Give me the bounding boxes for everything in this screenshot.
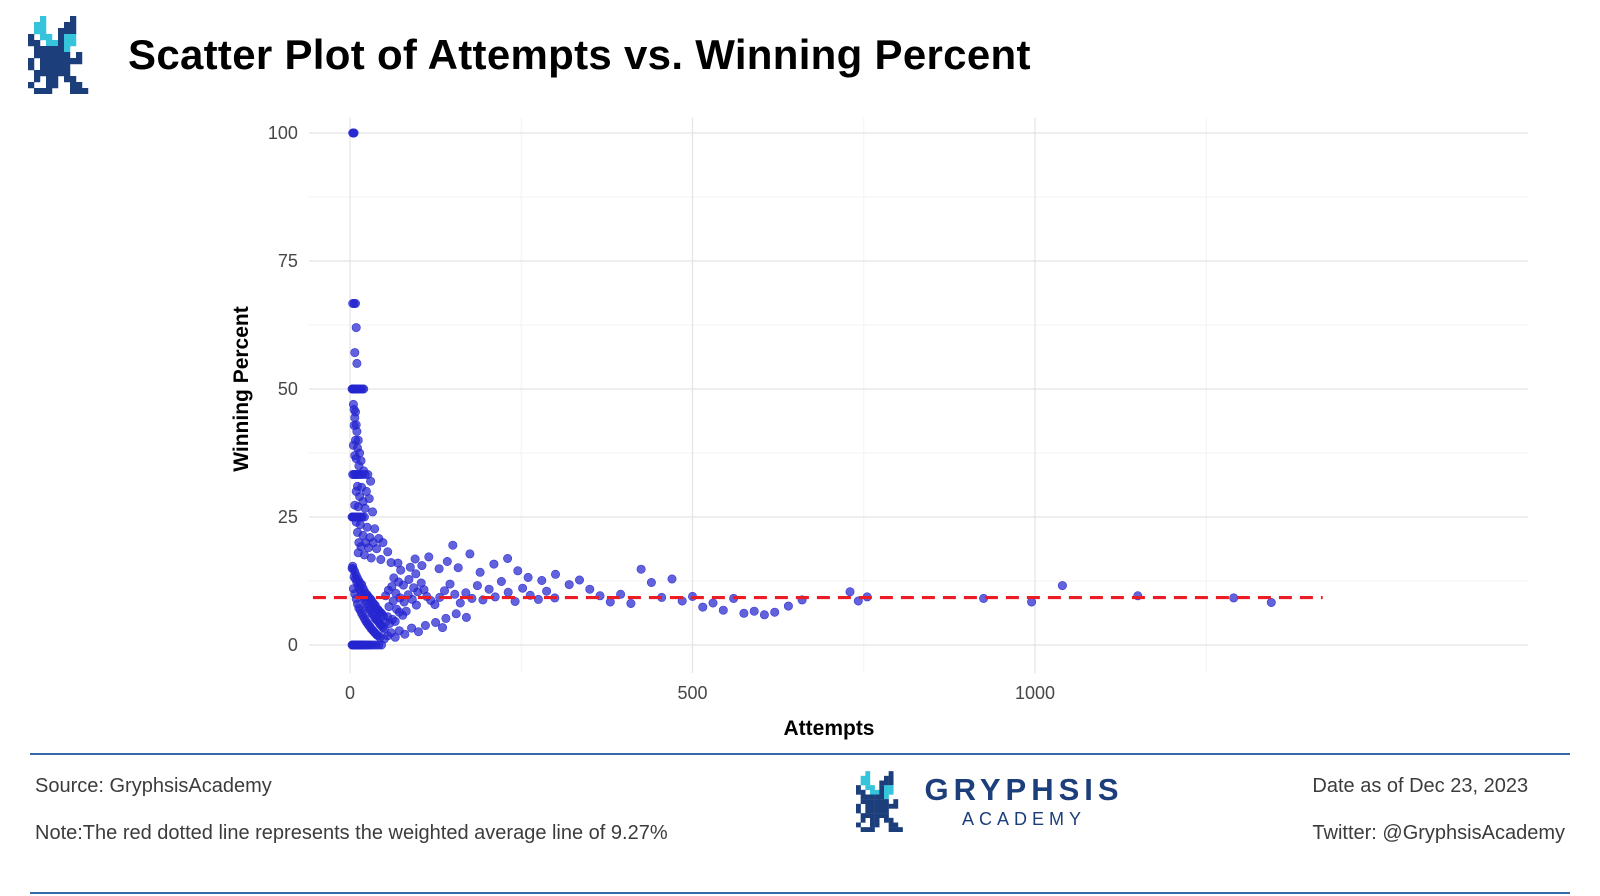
page-title: Scatter Plot of Attempts vs. Winning Per… — [128, 30, 1031, 78]
svg-text:100: 100 — [268, 123, 298, 143]
svg-text:0: 0 — [288, 635, 298, 655]
gryphsis-logo-icon — [28, 15, 89, 94]
brand-name: GRYPHSIS — [924, 771, 1124, 807]
x-axis-title: Attempts — [783, 717, 874, 740]
footer-content: Source: GryphsisAcademy Note:The red dot… — [0, 755, 1600, 845]
gryphsis-logo-icon — [856, 771, 904, 832]
note-text: Note:The red dotted line represents the … — [35, 822, 668, 844]
svg-text:500: 500 — [677, 683, 707, 703]
date-text: Date as of Dec 23, 2023 — [1312, 775, 1529, 797]
twitter-text: Twitter: @GryphsisAcademy — [1312, 822, 1565, 844]
footer-divider — [30, 753, 1570, 755]
brand-subtitle: ACADEMY — [962, 808, 1087, 829]
footer-right: Date as of Dec 23, 2023 Twitter: @Gryphs… — [1312, 771, 1565, 845]
y-axis-title: Winning Percent — [230, 306, 253, 472]
brand-text: GRYPHSIS ACADEMY — [924, 774, 1123, 830]
svg-text:25: 25 — [278, 507, 298, 527]
brand-block: GRYPHSIS ACADEMY — [856, 771, 1123, 832]
svg-text:50: 50 — [278, 379, 298, 399]
scatter-plot: 0 500 1000 0 25 50 75 100 Attempts Winning Percen… — [230, 117, 1529, 740]
source-text: Source: GryphsisAcademy — [35, 775, 272, 797]
header: Scatter Plot of Attempts vs. Winning Per… — [0, 0, 1600, 95]
chart-area: 0 500 1000 0 25 50 75 100 Attempts Winning Percen… — [0, 95, 1600, 745]
footer: Source: GryphsisAcademy Note:The red dot… — [0, 753, 1600, 896]
svg-text:75: 75 — [278, 251, 298, 271]
scatter-points — [347, 128, 1276, 650]
bottom-divider — [30, 892, 1570, 894]
footer-left: Source: GryphsisAcademy Note:The red dot… — [35, 771, 668, 845]
svg-text:1000: 1000 — [1015, 683, 1055, 703]
svg-text:0: 0 — [345, 683, 355, 703]
